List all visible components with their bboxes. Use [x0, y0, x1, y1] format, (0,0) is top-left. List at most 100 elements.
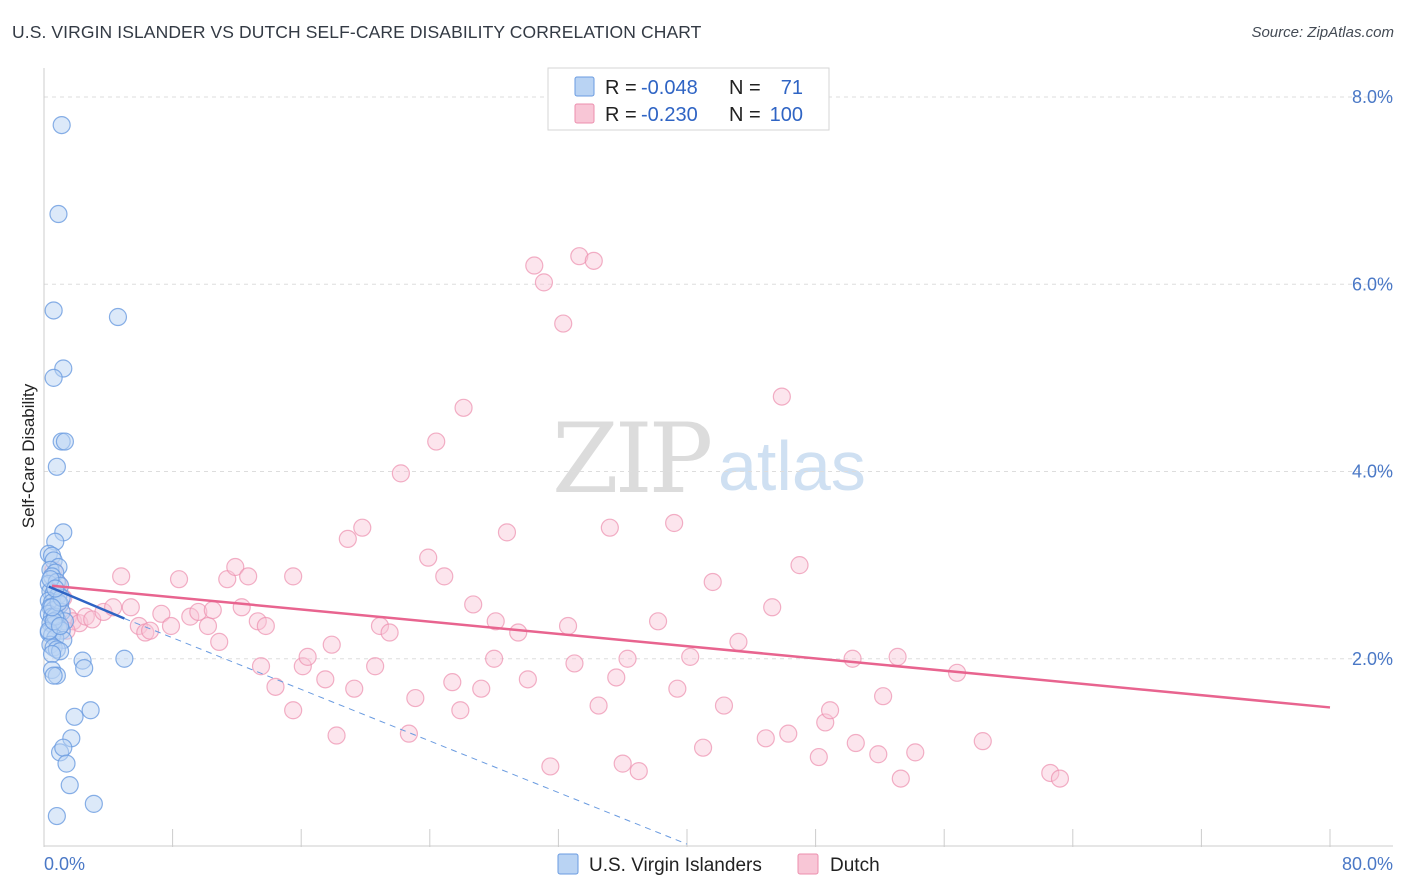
watermark: ZIP atlas [552, 403, 866, 515]
legend-n-label-blue: N = [729, 77, 761, 99]
x-tick-label-max: 80.0% [1342, 854, 1393, 874]
virgin-islanders-point-54 [75, 659, 94, 678]
virgin-islanders-point-5 [44, 368, 63, 387]
dutch-point-19 [161, 616, 181, 636]
dutch-point-62 [518, 670, 537, 689]
watermark-atlas: atlas [718, 427, 866, 505]
series-virgin-islanders-points [39, 115, 134, 826]
legend-n-value-pink: 100 [770, 104, 803, 126]
virgin-islanders-trend-extension [124, 618, 688, 845]
bottom-legend-label-dutch: Dutch [830, 855, 880, 876]
dutch-point-53 [443, 673, 462, 692]
x-tick-label-min: 0.0% [44, 854, 85, 874]
dutch-point-75 [618, 649, 637, 668]
legend-r-value-pink: -0.230 [641, 104, 698, 126]
virgin-islanders-point-68 [42, 598, 62, 617]
dutch-point-84 [729, 632, 748, 651]
correlation-legend: R = -0.048 N = 71 R = -0.230 N = 100 [547, 67, 830, 131]
dutch-point-65 [541, 757, 560, 776]
dutch-point-80 [681, 647, 700, 666]
dutch-point-72 [600, 518, 619, 537]
dutch-point-54 [451, 701, 470, 720]
legend-r-value-blue: -0.048 [641, 77, 698, 99]
virgin-islanders-point-2 [44, 301, 63, 320]
dutch-point-90 [809, 747, 828, 767]
dutch-point-69 [570, 247, 589, 266]
virgin-islanders-point-55 [115, 649, 134, 668]
y-axis-title: Self-Care Disability [19, 383, 38, 528]
dutch-point-31 [256, 616, 275, 636]
dutch-point-101 [973, 732, 992, 751]
virgin-islanders-point-8 [47, 457, 66, 476]
virgin-islanders-point-0 [52, 115, 71, 135]
dutch-point-41 [338, 529, 357, 549]
virgin-islanders-point-67 [47, 806, 66, 826]
dutch-point-51 [427, 432, 446, 451]
dutch-point-77 [648, 612, 668, 631]
virgin-islanders-point-66 [84, 794, 103, 813]
dutch-trend-line [51, 584, 1331, 709]
dutch-point-64 [534, 273, 554, 292]
dutch-point-25 [210, 632, 229, 651]
dutch-point-82 [703, 572, 722, 592]
dutch-point-15 [129, 616, 148, 636]
watermark-zip: ZIP [552, 403, 711, 515]
virgin-islanders-point-7 [55, 432, 74, 451]
series-legend: U.S. Virgin Islanders Dutch [557, 853, 880, 876]
dutch-point-28 [232, 598, 251, 617]
dutch-point-49 [406, 688, 425, 708]
dutch-point-52 [435, 567, 454, 586]
dutch-point-66 [554, 314, 573, 333]
dutch-point-98 [891, 769, 910, 788]
dutch-point-48 [399, 724, 419, 743]
virgin-islanders-point-64 [57, 754, 76, 773]
dutch-point-78 [665, 513, 684, 533]
y-tick-label-3: 8.0% [1352, 87, 1393, 107]
dutch-point-50 [419, 548, 438, 567]
x-tick-layer [43, 829, 1331, 847]
dutch-point-102 [1041, 763, 1060, 783]
legend-n-label-pink: N = [729, 104, 761, 126]
dutch-point-29 [239, 567, 258, 586]
bottom-legend-swatch-dutch [797, 853, 819, 875]
dutch-point-24 [203, 600, 222, 620]
dutch-point-76 [629, 761, 648, 781]
dutch-point-55 [454, 398, 473, 417]
dutch-point-87 [772, 387, 791, 406]
dutch-point-92 [820, 701, 840, 720]
dutch-point-67 [558, 616, 578, 636]
legend-swatch-pink [574, 103, 595, 124]
dutch-point-88 [779, 724, 798, 743]
dutch-point-68 [565, 654, 584, 673]
dutch-point-46 [380, 623, 399, 642]
dutch-point-37 [298, 647, 317, 666]
dutch-point-38 [316, 670, 335, 689]
legend-box [547, 67, 830, 131]
dutch-point-47 [391, 464, 410, 483]
dutch-point-18 [152, 604, 171, 623]
dutch-point-57 [472, 679, 491, 698]
bottom-legend-label-virgin-islanders: U.S. Virgin Islanders [589, 855, 762, 876]
virgin-islanders-point-65 [60, 776, 79, 795]
dutch-point-94 [846, 733, 865, 753]
axis-layer [43, 68, 1393, 847]
dutch-point-60 [497, 523, 517, 542]
dutch-point-14 [121, 598, 140, 617]
legend-swatch-blue [574, 76, 595, 97]
y-tick-label-0: 2.0% [1352, 649, 1393, 669]
dutch-point-85 [756, 729, 775, 748]
dutch-point-22 [189, 602, 208, 622]
virgin-islanders-trend-line [48, 585, 125, 620]
dutch-point-56 [464, 595, 483, 614]
dutch-point-59 [486, 612, 505, 631]
dutch-point-93 [843, 649, 862, 668]
virgin-islanders-point-63 [54, 738, 73, 757]
dutch-point-58 [485, 649, 504, 668]
trend-layer [48, 584, 1331, 845]
virgin-islanders-point-1 [49, 204, 68, 224]
chart-source: Source: ZipAtlas.com [1251, 24, 1394, 41]
dutch-point-79 [668, 679, 687, 698]
legend-n-value-blue: 71 [781, 77, 803, 99]
